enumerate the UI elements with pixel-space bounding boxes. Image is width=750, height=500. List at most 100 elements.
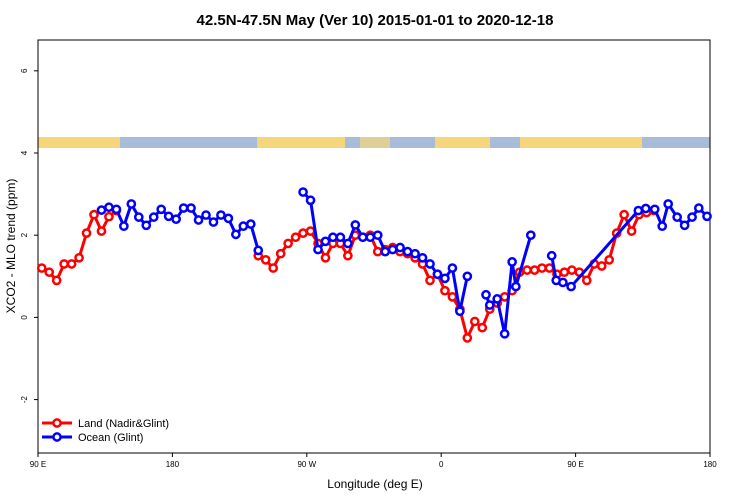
data-point <box>447 291 458 302</box>
data-point <box>619 209 629 220</box>
data-point <box>193 215 204 225</box>
data-point <box>104 202 114 213</box>
data-point <box>51 275 62 286</box>
data-point <box>537 263 547 273</box>
data-point <box>156 204 167 215</box>
data-point <box>633 205 644 216</box>
data-point <box>558 277 568 288</box>
data-point <box>559 267 570 278</box>
data-point <box>417 252 428 263</box>
data-point <box>104 211 114 222</box>
data-point <box>447 263 458 273</box>
data-point <box>481 289 491 300</box>
x-tick-label: 180 <box>703 460 717 469</box>
data-point <box>440 285 450 296</box>
chart-title: 42.5N-47.5N May (Ver 10) 2015-01-01 to 2… <box>197 12 554 29</box>
x-tick-label: 90 E <box>567 460 583 469</box>
data-point <box>440 273 450 284</box>
data-point <box>133 212 144 222</box>
data-point <box>305 226 316 236</box>
data-point <box>320 252 331 263</box>
data-point <box>672 212 682 222</box>
data-point <box>208 217 219 227</box>
data-point <box>529 265 540 275</box>
x-tick-label: 90 W <box>297 460 316 469</box>
data-point <box>702 211 712 222</box>
data-point <box>492 294 503 304</box>
data-point <box>238 221 249 232</box>
data-point <box>462 333 473 343</box>
x-tick-label: 0 <box>439 460 444 469</box>
data-point <box>119 221 129 232</box>
data-point <box>640 203 651 214</box>
data-point <box>525 230 536 241</box>
data-point <box>171 214 181 225</box>
data-point <box>566 281 576 292</box>
data-point <box>380 246 391 257</box>
data-point <box>455 306 465 317</box>
y-axis-label: XCO2 - MLO trend (ppm) <box>4 179 18 314</box>
data-point <box>148 212 159 222</box>
data-point <box>96 226 107 236</box>
data-point <box>283 238 293 249</box>
data-point <box>216 210 226 220</box>
data-point <box>96 205 107 215</box>
data-point <box>522 265 532 275</box>
legend-label: Land (Nadir&Glint) <box>78 418 169 430</box>
data-point <box>320 236 331 247</box>
x-axis-label: Longitude (deg E) <box>327 477 422 491</box>
data-point <box>372 246 383 257</box>
data-point <box>649 204 660 215</box>
data-point <box>604 255 615 265</box>
data-point <box>81 228 92 238</box>
x-tick-label: 90 E <box>30 460 46 469</box>
data-point <box>410 248 420 259</box>
data-point <box>343 238 353 249</box>
data-point <box>350 220 361 230</box>
data-point <box>432 269 443 280</box>
legend-marker <box>52 432 62 442</box>
data-point <box>260 255 271 265</box>
data-point <box>395 242 405 253</box>
data-point <box>687 212 697 222</box>
data-point <box>663 199 674 209</box>
data-point <box>657 221 668 232</box>
data-point <box>163 211 174 222</box>
data-point <box>581 275 592 286</box>
data-point <box>186 203 196 213</box>
series-line <box>100 191 709 336</box>
data-point <box>365 232 376 243</box>
data-point <box>484 300 495 310</box>
data-point <box>511 281 521 292</box>
data-point <box>231 229 241 240</box>
data-point <box>141 220 152 231</box>
data-point <box>567 265 577 275</box>
data-point <box>275 248 286 259</box>
data-point <box>507 257 517 267</box>
legend-label: Ocean (Glint) <box>78 432 143 444</box>
data-point <box>126 199 137 209</box>
data-point <box>425 275 435 286</box>
data-point <box>469 316 480 327</box>
data-point <box>223 213 234 224</box>
y-tick-label: 2 <box>20 232 29 237</box>
data-point <box>66 259 77 269</box>
data-point <box>477 322 488 333</box>
data-point <box>462 271 473 282</box>
data-point <box>596 261 607 271</box>
map-strip <box>38 137 710 148</box>
data-point <box>357 232 368 243</box>
y-tick-label: 6 <box>20 68 29 73</box>
data-point <box>305 195 316 206</box>
data-point <box>402 246 413 257</box>
data-point <box>372 230 383 241</box>
data-point <box>44 267 55 278</box>
y-tick-label: 0 <box>20 315 29 320</box>
data-point <box>298 187 308 197</box>
y-tick-label: -2 <box>20 395 29 403</box>
data-point <box>298 228 308 238</box>
data-point <box>290 232 301 243</box>
data-point <box>268 263 279 273</box>
x-tick-label: 180 <box>166 460 180 469</box>
